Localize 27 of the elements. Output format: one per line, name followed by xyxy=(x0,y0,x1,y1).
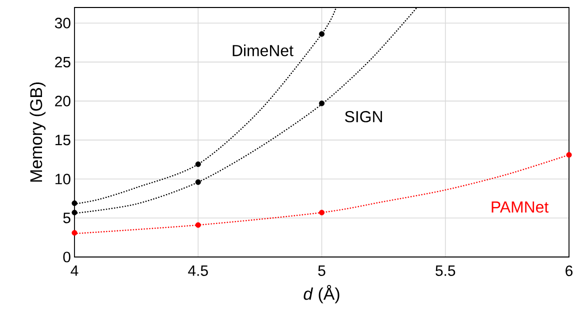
point xyxy=(195,161,201,168)
y-tick-label: 30 xyxy=(54,18,70,28)
text: PAMNet xyxy=(492,202,549,213)
x-tick-label: 5 xyxy=(318,266,326,276)
x-tick-label: 6 xyxy=(566,266,573,276)
point xyxy=(566,152,572,158)
y-tick-label: 10 xyxy=(56,174,70,184)
y-axis-title: Memory (GB) xyxy=(30,82,46,182)
series-label: DimeNet xyxy=(232,44,294,56)
x-axis-title: d (Å) xyxy=(304,284,340,304)
point xyxy=(318,31,325,37)
point xyxy=(195,222,201,228)
y-tick-label: 25 xyxy=(55,56,70,68)
point xyxy=(318,210,325,216)
y-tick-label: 5 xyxy=(63,212,70,224)
y-tick-label: 0 xyxy=(63,252,70,262)
point xyxy=(72,200,78,206)
point xyxy=(195,179,201,185)
x-tick-label: 4.5 xyxy=(188,266,208,276)
y-tick-label: 15 xyxy=(56,134,70,146)
point xyxy=(72,210,78,216)
point xyxy=(318,100,325,106)
y-tick-label: 20 xyxy=(55,96,70,106)
x-tick-label: 4 xyxy=(70,266,78,276)
series-label: SIGN xyxy=(345,111,382,122)
point xyxy=(72,230,78,236)
x-tick-label: 5.5 xyxy=(436,266,456,276)
